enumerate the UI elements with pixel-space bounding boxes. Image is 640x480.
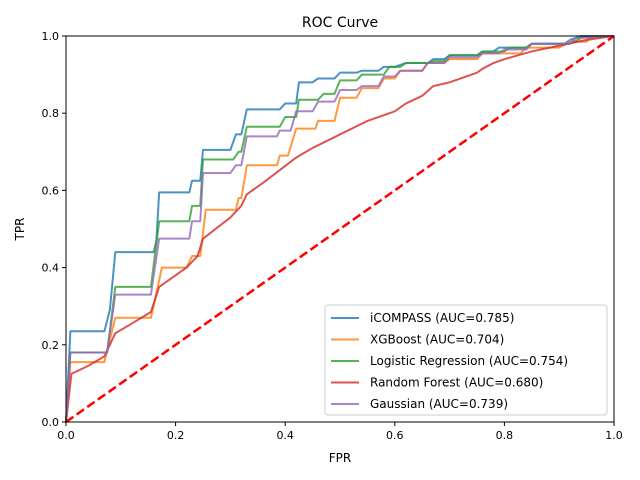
- x-axis-label: FPR: [329, 451, 351, 465]
- y-tick-label: 1.0: [42, 30, 60, 43]
- x-tick-label: 0.0: [57, 429, 75, 442]
- series-line-2: [65, 35, 615, 423]
- plot-frame: [65, 35, 615, 423]
- y-tick-label: 0.8: [42, 107, 60, 120]
- reference-line-layer: [65, 34, 615, 424]
- x-tick-label: 0.6: [386, 429, 404, 442]
- legend: iCOMPASS (AUC=0.785) XGBoost (AUC=0.704) L…: [324, 304, 608, 416]
- y-tick-label: 0.2: [42, 339, 60, 352]
- x-tick-label: 0.2: [167, 429, 185, 442]
- x-tick-label: 1.0: [605, 429, 623, 442]
- chart-title: ROC Curve: [302, 15, 378, 31]
- series-line-4: [65, 35, 615, 423]
- series-layer: [65, 35, 615, 423]
- legend-label-2: Logistic Regression (AUC=0.754): [370, 354, 568, 368]
- x-tick-label: 0.8: [496, 429, 514, 442]
- series-line-3: [65, 35, 615, 423]
- y-axis-label: TPR: [13, 218, 27, 242]
- x-tick-label: 0.4: [276, 429, 294, 442]
- x-axis-ticks: 0.0 0.2 0.4 0.6 0.8 1.0: [57, 422, 623, 442]
- y-tick-label: 0.0: [42, 416, 60, 429]
- y-tick-label: 0.4: [42, 262, 60, 275]
- plot-area: [65, 34, 615, 424]
- legend-label-0: iCOMPASS (AUC=0.785): [370, 311, 514, 325]
- y-axis-ticks: 0.0 0.2 0.4 0.6 0.8 1.0: [42, 30, 66, 429]
- legend-label-1: XGBoost (AUC=0.704): [370, 333, 504, 347]
- reference-diagonal-line: [65, 34, 615, 424]
- y-tick-label: 0.6: [42, 184, 60, 197]
- legend-label-4: Gaussian (AUC=0.739): [370, 397, 508, 411]
- legend-label-3: Random Forest (AUC=0.680): [370, 376, 543, 390]
- legend-box: [324, 304, 608, 416]
